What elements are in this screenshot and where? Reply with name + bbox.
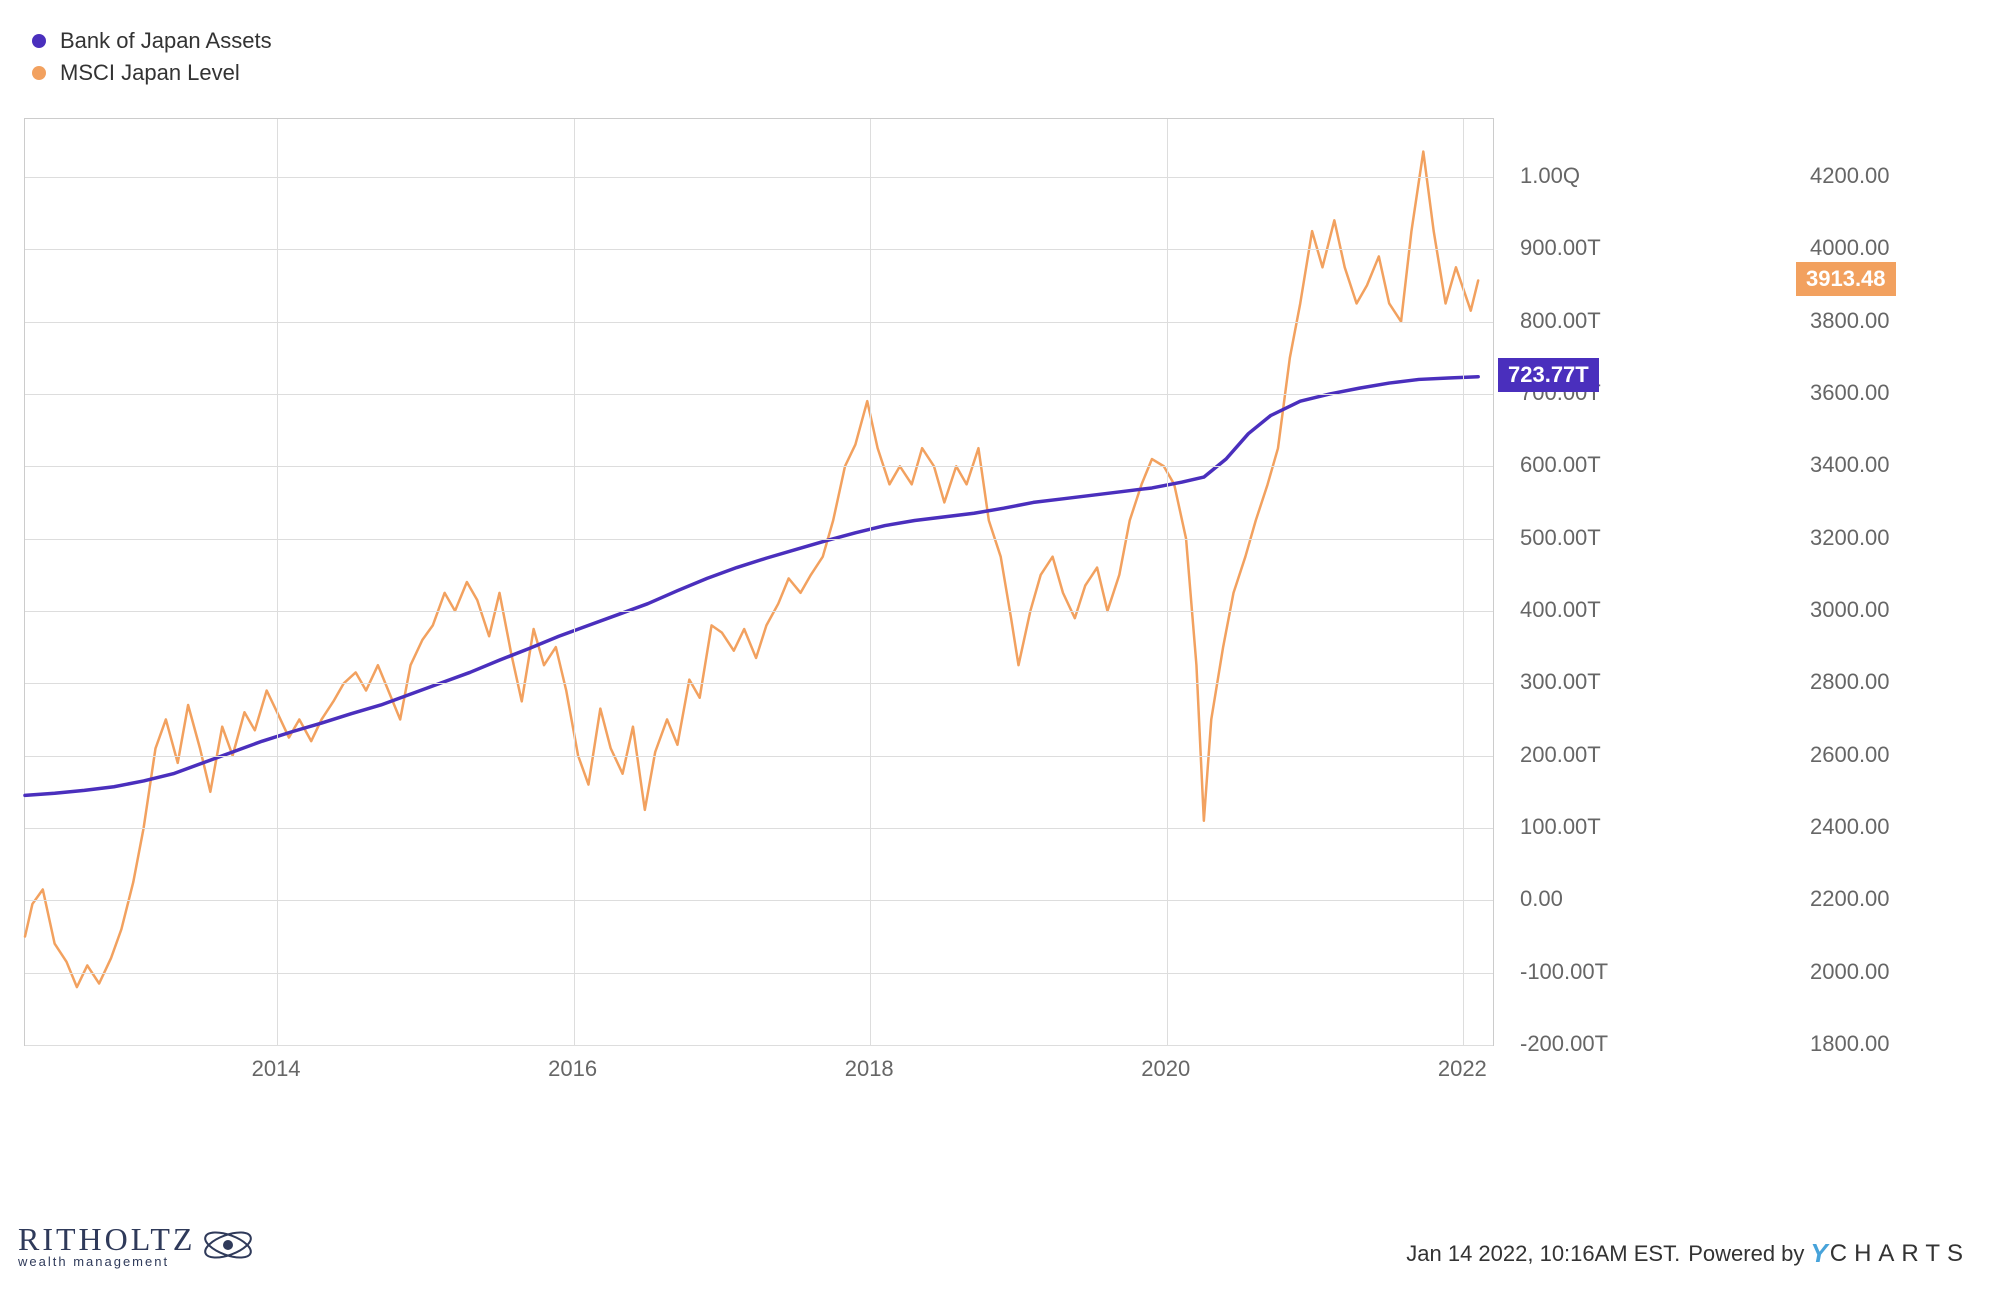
y-left-tick-label: 900.00T <box>1520 235 1601 261</box>
y-left-tick-label: 1.00Q <box>1520 163 1580 189</box>
y-right-tick-label: 2400.00 <box>1810 814 1890 840</box>
y-left-tick-label: 600.00T <box>1520 452 1601 478</box>
x-tick-label: 2022 <box>1438 1056 1487 1082</box>
y-left-tick-label: 200.00T <box>1520 742 1601 768</box>
footer-timestamp: Jan 14 2022, 10:16AM EST. <box>1406 1241 1680 1267</box>
y-left-tick-label: 800.00T <box>1520 308 1601 334</box>
x-tick-label: 2016 <box>548 1056 597 1082</box>
callout-boj-text: 723.77T <box>1508 362 1589 387</box>
logo-line2: wealth management <box>18 1254 195 1269</box>
callout-msci-level: 3913.48 <box>1796 262 1896 296</box>
chart-footer: Jan 14 2022, 10:16AM EST. Powered by Y C… <box>1406 1238 1970 1269</box>
ritholtz-logo: RITHOLTZ wealth management <box>18 1221 255 1269</box>
legend-item-boj: Bank of Japan Assets <box>32 28 272 54</box>
callout-msci-text: 3913.48 <box>1806 266 1886 291</box>
legend-item-msci: MSCI Japan Level <box>32 60 272 86</box>
logo-line1: RITHOLTZ <box>18 1221 195 1258</box>
y-right-tick-label: 3200.00 <box>1810 525 1890 551</box>
legend: Bank of Japan Assets MSCI Japan Level <box>32 28 272 92</box>
legend-dot-msci <box>32 66 46 80</box>
y-right-tick-label: 2000.00 <box>1810 959 1890 985</box>
y-right-tick-label: 4200.00 <box>1810 163 1890 189</box>
chart-svg <box>25 119 1493 1045</box>
ycharts-brand: CHARTS <box>1830 1240 1970 1268</box>
chart-plot-area <box>24 118 1494 1046</box>
y-right-tick-label: 3400.00 <box>1810 452 1890 478</box>
y-left-tick-label: 100.00T <box>1520 814 1601 840</box>
legend-label-boj: Bank of Japan Assets <box>60 28 272 54</box>
x-tick-label: 2018 <box>845 1056 894 1082</box>
y-right-tick-label: 3000.00 <box>1810 597 1890 623</box>
y-left-tick-label: 500.00T <box>1520 525 1601 551</box>
y-left-tick-label: 300.00T <box>1520 669 1601 695</box>
y-right-tick-label: 4000.00 <box>1810 235 1890 261</box>
x-tick-label: 2014 <box>252 1056 301 1082</box>
y-left-tick-label: 400.00T <box>1520 597 1601 623</box>
y-right-tick-label: 2200.00 <box>1810 886 1890 912</box>
y-left-tick-label: -200.00T <box>1520 1031 1608 1057</box>
y-right-tick-label: 3600.00 <box>1810 380 1890 406</box>
ycharts-logo: Y CHARTS <box>1810 1238 1970 1269</box>
legend-label-msci: MSCI Japan Level <box>60 60 240 86</box>
x-tick-label: 2020 <box>1141 1056 1190 1082</box>
y-left-tick-label: -100.00T <box>1520 959 1608 985</box>
y-right-tick-label: 2600.00 <box>1810 742 1890 768</box>
legend-dot-boj <box>32 34 46 48</box>
footer-powered-by: Powered by <box>1688 1241 1804 1267</box>
callout-boj-assets: 723.77T <box>1498 358 1599 392</box>
ritholtz-icon <box>201 1224 255 1266</box>
y-right-tick-label: 1800.00 <box>1810 1031 1890 1057</box>
y-left-tick-label: 0.00 <box>1520 886 1563 912</box>
y-right-tick-label: 3800.00 <box>1810 308 1890 334</box>
y-right-tick-label: 2800.00 <box>1810 669 1890 695</box>
ycharts-y-icon: Y <box>1810 1238 1827 1269</box>
